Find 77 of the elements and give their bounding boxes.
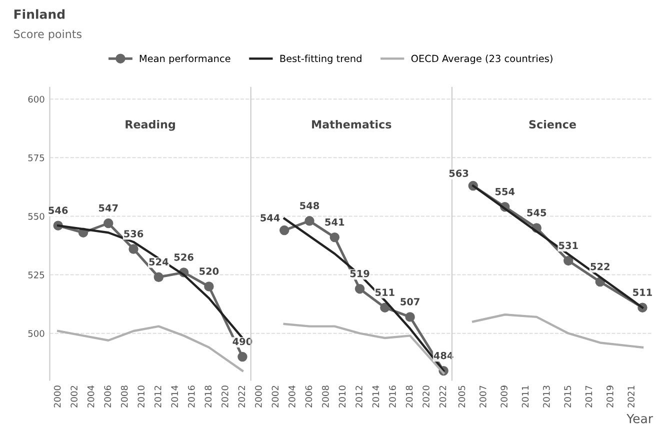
data-label: 524 bbox=[149, 258, 168, 266]
x-tick-label: 2018 bbox=[406, 386, 413, 408]
x-tick-label: 2022 bbox=[439, 386, 446, 408]
data-label: 490 bbox=[232, 338, 252, 346]
x-axis-title: Year bbox=[626, 414, 654, 424]
x-tick-label: 2018 bbox=[204, 386, 212, 408]
x-tick-label: 2006 bbox=[305, 386, 312, 408]
x-tick-label: 2012 bbox=[154, 386, 162, 408]
x-tick-label: 2013 bbox=[543, 386, 550, 408]
x-tick-label: 2017 bbox=[585, 386, 592, 408]
point bbox=[154, 272, 164, 282]
x-tick-label: 2004 bbox=[87, 386, 94, 408]
data-label: 507 bbox=[400, 298, 420, 306]
x-tick-label: 2010 bbox=[138, 386, 145, 408]
x-tick-label: 2020 bbox=[422, 386, 430, 408]
annotation: Reading bbox=[126, 120, 175, 131]
x-tick-label: 2004 bbox=[288, 386, 296, 408]
legend-label: OECD Average (23 countries) bbox=[411, 54, 552, 64]
x-tick-label: 2008 bbox=[120, 386, 128, 408]
annotation: Mathematics bbox=[312, 120, 392, 129]
data-label: 526 bbox=[174, 253, 194, 261]
legend-label: Mean performance bbox=[140, 54, 230, 64]
x-tick-label: 2009 bbox=[500, 386, 508, 408]
point bbox=[279, 225, 290, 236]
y-tick-label: 550 bbox=[28, 212, 44, 220]
chart-title: Finland bbox=[14, 9, 64, 19]
point bbox=[204, 282, 214, 292]
x-tick-label: 2016 bbox=[188, 386, 195, 408]
data-label: 531 bbox=[558, 242, 578, 250]
data-label: 522 bbox=[590, 262, 610, 270]
data-label: 536 bbox=[124, 230, 144, 238]
x-tick-label: 2005 bbox=[458, 386, 466, 408]
data-label: 541 bbox=[325, 218, 344, 226]
y-tick-label: 525 bbox=[28, 272, 44, 278]
point bbox=[104, 218, 114, 228]
data-label: 511 bbox=[633, 288, 652, 296]
point bbox=[304, 216, 314, 226]
data-label: 546 bbox=[48, 206, 68, 214]
data-label: 544 bbox=[260, 214, 280, 222]
x-tick-label: 2011 bbox=[522, 386, 529, 408]
annotation: Science bbox=[529, 120, 576, 129]
data-label: 563 bbox=[449, 170, 468, 177]
data-label: 548 bbox=[300, 202, 320, 210]
data-label: 520 bbox=[200, 268, 219, 275]
x-tick-label: 2002 bbox=[272, 386, 279, 408]
x-tick-label: 2000 bbox=[54, 386, 61, 408]
data-label: 547 bbox=[98, 204, 118, 212]
data-label: 554 bbox=[495, 188, 515, 196]
x-tick-label: 2021 bbox=[628, 386, 635, 408]
point bbox=[405, 312, 415, 322]
x-tick-label: 2010 bbox=[338, 386, 346, 408]
point bbox=[354, 284, 365, 294]
point bbox=[330, 232, 340, 242]
x-tick-label: 2019 bbox=[606, 386, 614, 408]
chart-subtitle: Score points bbox=[14, 30, 82, 40]
point bbox=[564, 256, 574, 266]
point bbox=[380, 302, 390, 312]
x-tick-label: 2016 bbox=[389, 386, 396, 408]
x-tick-label: 2012 bbox=[356, 386, 362, 408]
x-tick-label: 2014 bbox=[372, 386, 380, 408]
point bbox=[128, 244, 138, 254]
x-tick-label: 2020 bbox=[221, 386, 228, 408]
data-label: 545 bbox=[527, 209, 546, 216]
y-tick-label: 600 bbox=[28, 96, 44, 103]
x-tick-label: 2014 bbox=[171, 386, 178, 408]
x-tick-label: 2015 bbox=[564, 386, 571, 408]
x-tick-label: 2022 bbox=[238, 386, 246, 408]
x-tick-label: 2006 bbox=[104, 386, 111, 408]
x-tick-label: 2002 bbox=[70, 386, 78, 408]
x-tick-label: 2008 bbox=[322, 386, 329, 408]
y-tick-label: 575 bbox=[28, 154, 44, 162]
x-tick-label: 2007 bbox=[479, 386, 486, 408]
x-tick-label: 2000 bbox=[255, 386, 262, 408]
y-tick-label: 500 bbox=[28, 330, 44, 337]
point bbox=[238, 352, 248, 362]
legend-label: Best-fitting trend bbox=[280, 54, 362, 64]
data-label: 511 bbox=[376, 288, 394, 296]
